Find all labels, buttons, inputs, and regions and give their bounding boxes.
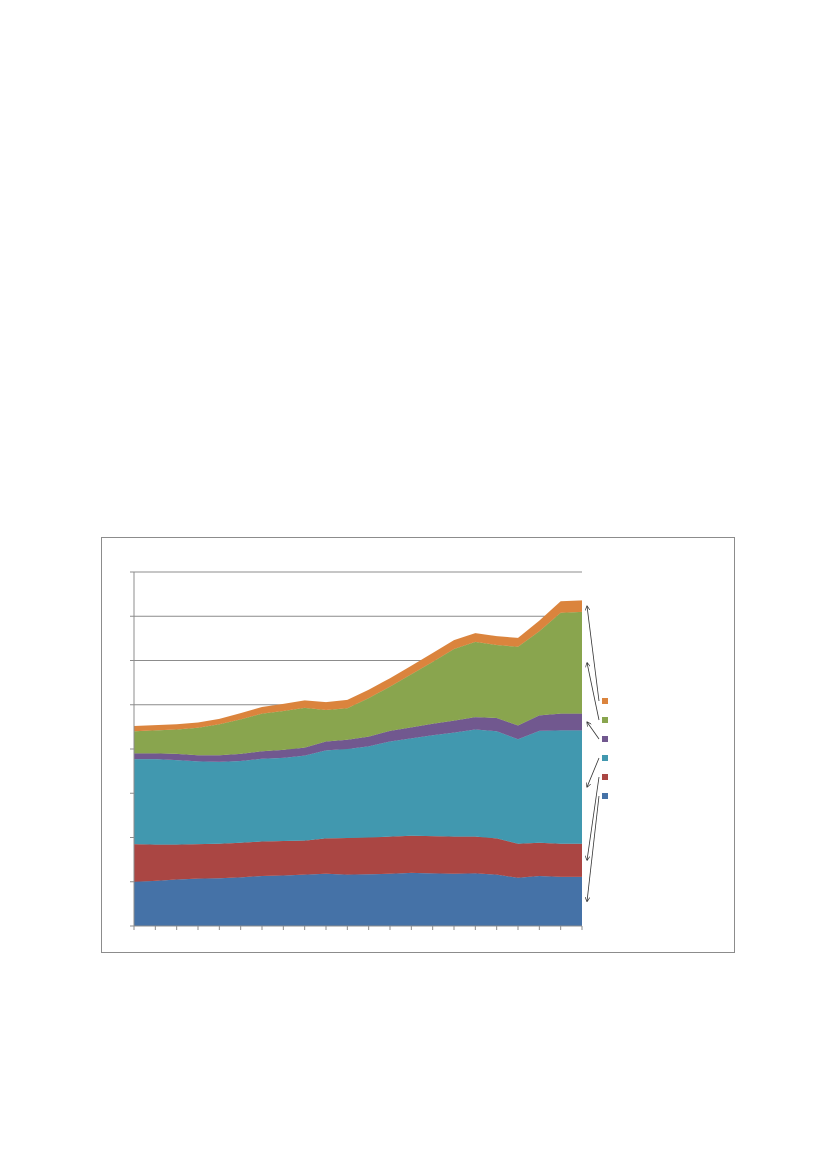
legend-leader-2	[587, 776, 600, 860]
legend	[602, 698, 608, 799]
legend-marker-3	[602, 755, 608, 761]
chart-frame	[101, 537, 735, 953]
legend-leader-5	[587, 663, 600, 721]
area-series-3	[134, 729, 582, 845]
legend-leader-3	[587, 757, 600, 787]
legend-marker-6	[602, 698, 608, 704]
area-series-4	[134, 713, 582, 762]
area-series-1	[134, 872, 582, 926]
legend-leader-1	[587, 795, 600, 901]
area-series-2	[134, 835, 582, 882]
legend-leader-4	[587, 722, 600, 740]
legend-leader-arrows	[587, 606, 600, 901]
legend-marker-2	[602, 774, 608, 780]
legend-marker-5	[602, 717, 608, 723]
area-series	[134, 600, 582, 926]
legend-leader-6	[587, 606, 600, 702]
legend-marker-4	[602, 736, 608, 742]
axes	[130, 571, 583, 930]
area-series-5	[134, 611, 582, 756]
stacked-area-chart	[130, 571, 608, 930]
legend-marker-1	[602, 793, 608, 799]
